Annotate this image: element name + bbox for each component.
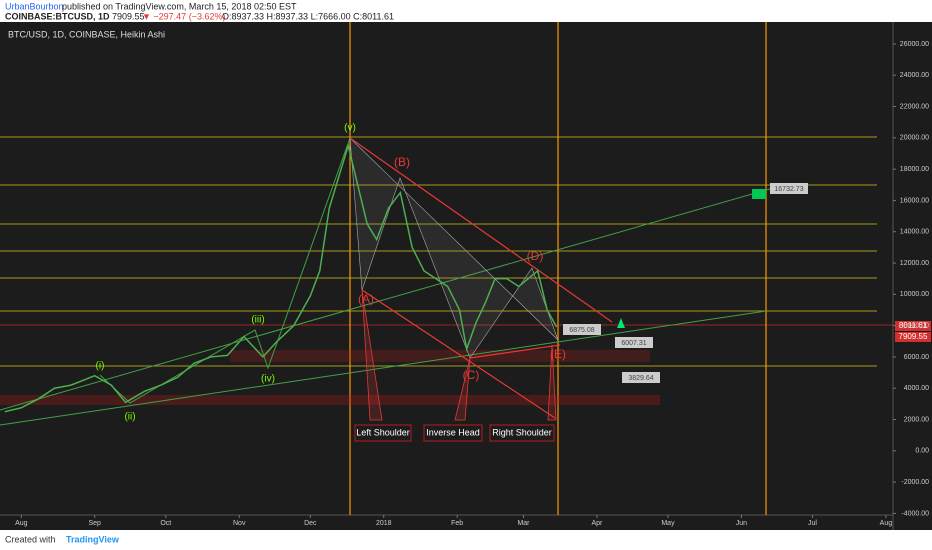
abcde-label: (B)	[394, 155, 410, 169]
y-tick-label: -2000.00	[901, 479, 929, 486]
x-tick-label: Mar	[517, 520, 530, 527]
y-tick-label: 4000.00	[904, 385, 929, 392]
x-tick-label: Jul	[808, 520, 817, 527]
y-tick-label: 26000.00	[900, 41, 929, 48]
price-box: 16732.73	[774, 186, 803, 193]
wave-label: (iv)	[261, 374, 275, 385]
y-tick-label: 2000.00	[904, 416, 929, 423]
footer-bg	[0, 530, 932, 550]
x-tick-label: 2018	[376, 520, 392, 527]
annotations: (i) (ii) (iii) (iv) (v) (A) (B) (C) (D) …	[96, 123, 931, 442]
wave-label: (i)	[96, 361, 105, 372]
author[interactable]: UrbanBourbon	[5, 1, 64, 11]
footer-brand[interactable]: TradingView	[66, 534, 120, 544]
y-tick-label: -4000.00	[901, 510, 929, 517]
pattern-label: Right Shoulder	[492, 427, 552, 437]
x-tick-label: Jun	[736, 520, 747, 527]
x-tick-label: Dec	[304, 520, 317, 527]
price-box: 6875.08	[569, 327, 594, 334]
y-tick-label: 18000.00	[900, 166, 929, 173]
y-tick-label: 16000.00	[900, 197, 929, 204]
x-tick-label: Aug	[15, 520, 28, 527]
y-tick-label: 8000.00	[904, 322, 929, 329]
price-line	[4, 142, 558, 413]
symbol: COINBASE:BTCUSD, 1D	[5, 11, 110, 21]
drawings	[0, 22, 893, 515]
price-box: 6007.31	[621, 340, 646, 347]
y-tick-label: 20000.00	[900, 135, 929, 142]
y-tick-label: 14000.00	[900, 229, 929, 236]
y-tick-label: 6000.00	[904, 354, 929, 361]
x-tick-label: Aug	[880, 520, 893, 527]
axis-price: 7909.55	[899, 332, 928, 341]
y-tick-label: 0.00	[915, 448, 929, 455]
wave-label: (iii)	[251, 315, 264, 326]
ohlc: O:8937.33 H:8937.33 L:7666.00 C:8011.61	[222, 11, 394, 21]
abcde-label: (C)	[463, 368, 480, 382]
x-tick-label: Sep	[89, 520, 102, 527]
chart-label: BTC/USD, 1D, COINBASE, Heikin Ashi	[8, 29, 165, 39]
x-tick-label: Apr	[591, 520, 603, 527]
pattern-label: Left Shoulder	[356, 427, 410, 437]
x-tick-label: Oct	[160, 520, 171, 527]
change: ▼ −297.47 (−3.62%)	[142, 11, 225, 21]
pattern-label: Inverse Head	[426, 427, 480, 437]
price-box: 3829.64	[628, 375, 653, 382]
footer-text: Created with	[5, 534, 56, 544]
wave-label: (v)	[344, 123, 356, 134]
x-tick-label: Feb	[451, 520, 463, 527]
x-tick-label: May	[661, 520, 675, 527]
abcde-label: (A)	[358, 292, 374, 306]
abcde-label: (D)	[527, 249, 544, 263]
axis-price: 8011.61	[899, 321, 928, 330]
wave-label: (ii)	[124, 412, 135, 423]
abcde-label: (E)	[550, 347, 566, 361]
x-tick-label: Nov	[233, 520, 246, 527]
y-tick-label: 24000.00	[900, 72, 929, 79]
y-tick-label: 22000.00	[900, 103, 929, 110]
y-tick-label: 12000.00	[900, 260, 929, 267]
published: published on TradingView.com, March 15, …	[62, 1, 297, 11]
y-tick-label: 10000.00	[900, 291, 929, 298]
last: 7909.55	[112, 11, 145, 21]
